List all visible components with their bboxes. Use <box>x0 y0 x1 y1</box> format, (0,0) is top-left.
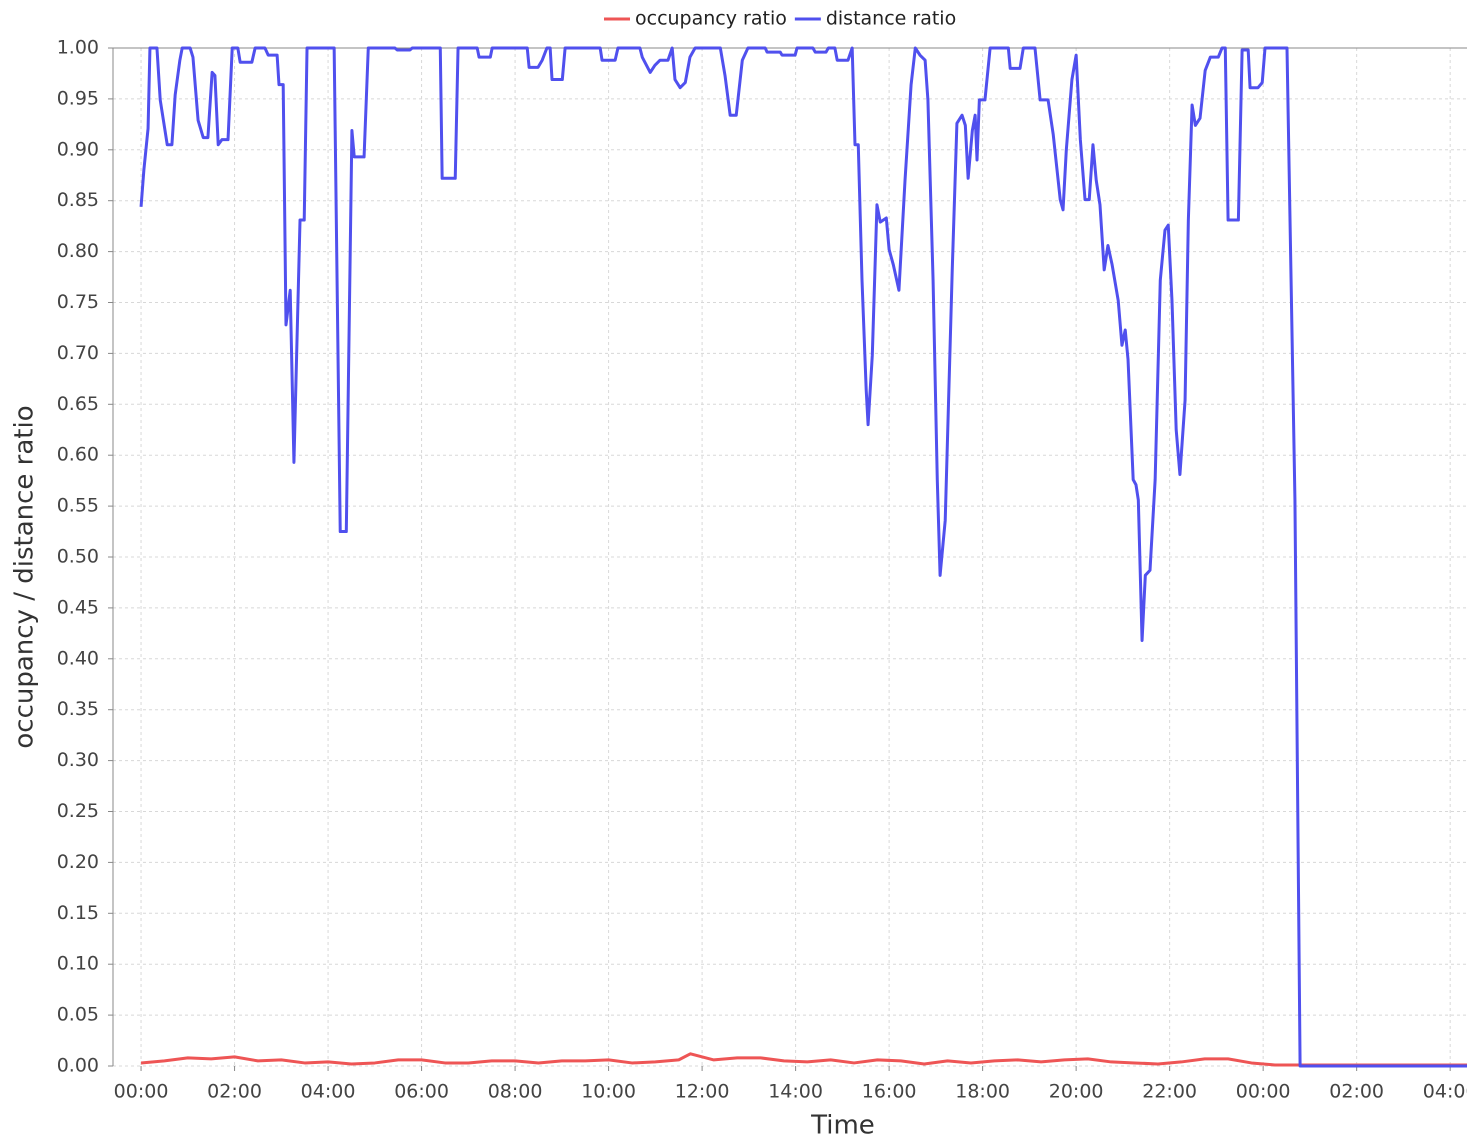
series-line <box>140 1052 1467 1067</box>
y-tick-label: 0.65 <box>57 393 99 415</box>
x-tick-label: 04:00 <box>1423 1081 1467 1103</box>
y-tick-label: 0.45 <box>57 596 99 618</box>
y-tick-label: 0.00 <box>57 1055 99 1077</box>
y-tick-label: 0.15 <box>57 902 99 924</box>
y-tick-label: 0.75 <box>57 291 99 313</box>
y-tick-label: 0.90 <box>57 138 99 160</box>
x-tick-label: 04:00 <box>301 1081 356 1103</box>
y-tick-label: 0.95 <box>57 87 99 109</box>
y-axis-title: occupancy / distance ratio <box>10 405 40 748</box>
plot-area <box>113 48 1467 1066</box>
y-tick-label: 0.30 <box>57 749 99 771</box>
x-tick-label: 06:00 <box>394 1081 449 1103</box>
y-tick-label: 0.35 <box>57 698 99 720</box>
y-tick-label: 0.10 <box>57 953 99 975</box>
y-tick-label: 1.00 <box>57 37 99 59</box>
x-tick-label: 08:00 <box>488 1081 543 1103</box>
y-tick-label: 0.50 <box>57 546 99 568</box>
x-tick-label: 10:00 <box>581 1081 636 1103</box>
x-tick-label: 02:00 <box>1329 1081 1384 1103</box>
x-tick-label: 22:00 <box>1142 1081 1197 1103</box>
series-line <box>139 46 1467 1068</box>
legend-label: occupancy ratio <box>635 8 787 30</box>
y-tick-label: 0.60 <box>57 444 99 466</box>
y-tick-label: 0.05 <box>57 1004 99 1026</box>
x-tick-label: 20:00 <box>1049 1081 1104 1103</box>
y-tick-label: 0.85 <box>57 189 99 211</box>
legend-label: distance ratio <box>826 8 956 30</box>
x-tick-label: 02:00 <box>207 1081 262 1103</box>
y-tick-label: 0.55 <box>57 495 99 517</box>
x-tick-label: 18:00 <box>955 1081 1010 1103</box>
y-tick-label: 0.70 <box>57 342 99 364</box>
x-tick-label: 16:00 <box>862 1081 917 1103</box>
y-tick-label: 0.25 <box>57 800 99 822</box>
x-tick-label: 12:00 <box>675 1081 730 1103</box>
x-tick-label: 14:00 <box>768 1081 823 1103</box>
y-tick-label: 0.20 <box>57 851 99 873</box>
x-tick-label: 00:00 <box>1236 1081 1291 1103</box>
y-tick-label: 0.80 <box>57 240 99 262</box>
x-axis-title: Time <box>810 1111 875 1141</box>
x-tick-label: 00:00 <box>114 1081 169 1103</box>
y-tick-label: 0.40 <box>57 647 99 669</box>
